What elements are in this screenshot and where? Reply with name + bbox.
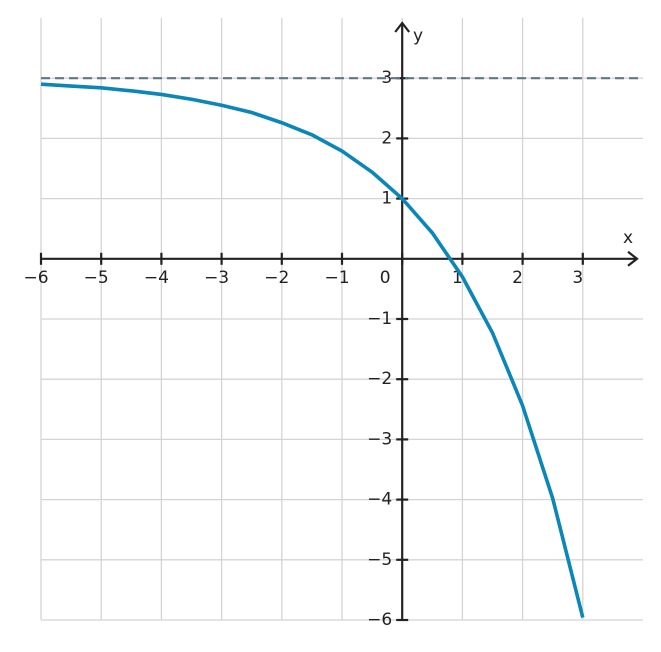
x-tick-label: 1 (452, 268, 463, 288)
y-tick-label: 3 (381, 68, 392, 88)
y-tick-label: −4 (367, 490, 392, 510)
y-axis-arrow (394, 21, 411, 33)
x-tick-label: 2 (512, 268, 523, 288)
y-tick-label: −2 (367, 369, 392, 389)
x-tick-label: 0 (380, 268, 391, 288)
x-tick-label: −3 (204, 268, 229, 288)
curve (40, 82, 585, 619)
y-tick-label: 1 (381, 189, 392, 209)
y-tick-label: −5 (367, 550, 392, 570)
x-tick-label: −5 (84, 268, 109, 288)
y-tick-label: 2 (381, 128, 392, 148)
x-tick-label: −4 (144, 268, 169, 288)
x-axis-label: x (623, 228, 633, 248)
x-axis-arrow (627, 250, 639, 267)
grid (40, 18, 643, 621)
x-tick-label: −6 (23, 268, 48, 288)
x-tick-label: 3 (572, 268, 583, 288)
y-axis-label: y (413, 26, 423, 46)
x-tick-label: −2 (264, 268, 289, 288)
y-tick-label: −1 (367, 309, 392, 329)
y-tick-label: −3 (367, 429, 392, 449)
x-tick-label: −1 (324, 268, 349, 288)
y-tick-label: −6 (367, 610, 392, 630)
